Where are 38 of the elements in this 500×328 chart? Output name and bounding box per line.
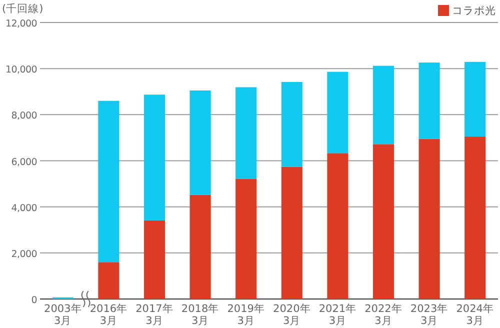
bar — [236, 178, 257, 299]
bar — [327, 153, 348, 299]
bar — [98, 100, 120, 262]
x-tick-label: 2003年 3月 — [44, 303, 82, 328]
bar — [281, 166, 302, 299]
y-tick-label: 0 — [31, 295, 38, 306]
bar — [190, 90, 211, 195]
bar — [372, 66, 394, 144]
x-tick-label: 2016年 3月 — [90, 303, 128, 328]
x-tick-label: 2019年 3月 — [227, 303, 265, 328]
bar — [98, 262, 120, 299]
bar — [144, 220, 166, 299]
bar — [418, 62, 440, 139]
y-tick-label: 10,000 — [6, 64, 38, 76]
x-tick-label: 2018年 3月 — [181, 303, 220, 328]
bar — [327, 72, 348, 154]
y-tick-label: 6,000 — [11, 156, 38, 168]
bar — [464, 62, 486, 137]
bar — [190, 194, 211, 299]
x-tick-label: 2022年 3月 — [364, 303, 402, 328]
legend-label: コラボ光 — [452, 4, 496, 17]
y-axis-title: (千回線) — [2, 2, 44, 15]
x-tick-label: 2024年 3月 — [456, 303, 494, 328]
y-tick-label: 8,000 — [11, 110, 38, 122]
y-tick-label: 12,000 — [6, 18, 38, 30]
x-tick-label: 2020年 3月 — [273, 303, 311, 328]
bar — [372, 144, 394, 299]
legend: コラボ光 — [438, 5, 496, 17]
y-tick-label: 2,000 — [11, 248, 38, 260]
bar — [464, 136, 486, 299]
x-tick-label: 2021年 3月 — [318, 303, 357, 328]
bar — [144, 94, 166, 220]
x-tick-label: 2023年 3月 — [410, 303, 448, 328]
bar — [281, 82, 302, 167]
y-tick-label: 4,000 — [11, 202, 38, 214]
bar — [236, 87, 257, 179]
bar — [418, 138, 440, 299]
x-tick-label: 2017年 3月 — [136, 303, 174, 328]
